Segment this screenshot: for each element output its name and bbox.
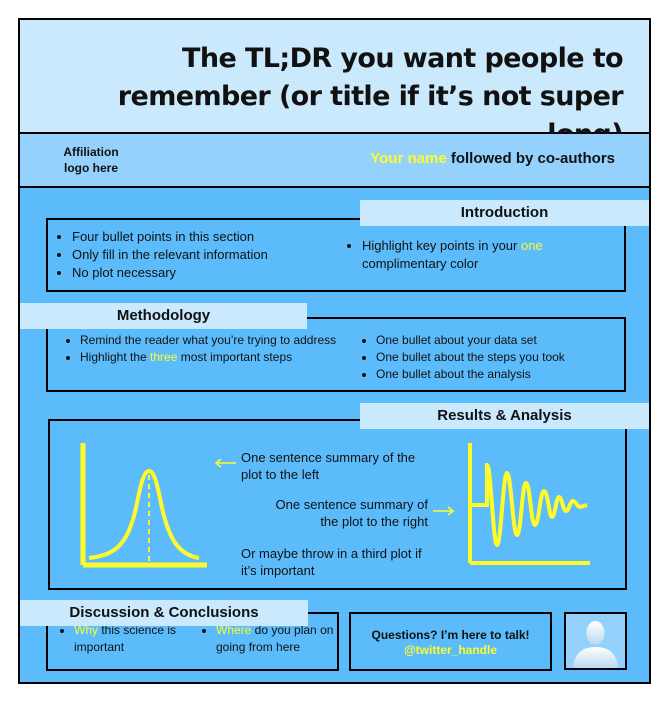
list-item: Highlight the three most important steps <box>80 349 340 366</box>
coauthors-text: followed by co-authors <box>446 150 615 167</box>
right-plot-damped-oscillation <box>468 443 590 565</box>
methodology-bullets-right: One bullet about your data set One bulle… <box>358 332 636 383</box>
left-plot-bell-curve <box>80 443 207 568</box>
introduction-bullets-right: Highlight key points in your one complim… <box>344 237 592 273</box>
avatar <box>564 612 627 670</box>
introduction-heading-text: Introduction <box>460 204 549 221</box>
highlight-where: Where <box>216 623 252 637</box>
bullet-text: Highlight the <box>80 350 151 364</box>
highlight-why: Why <box>74 623 98 637</box>
results-heading: Results & Analysis <box>360 403 649 429</box>
bullet-text: do you plan on going from here <box>216 623 334 654</box>
discussion-bullet-left: Why this science is important <box>56 622 204 656</box>
authors-line: Your name followed by co-authors <box>370 150 615 167</box>
poster: The TL;DR you want people to remember (o… <box>18 18 651 684</box>
affiliation-text: Affiliation logo here <box>63 145 119 175</box>
summary-right-text: One sentence summary of the plot to the … <box>275 497 428 529</box>
arrow-left-icon <box>214 458 236 468</box>
results-heading-text: Results & Analysis <box>437 407 572 424</box>
twitter-handle-link[interactable]: @twitter_handle <box>403 643 498 657</box>
affiliation-logo-placeholder: Affiliation logo here <box>56 144 126 176</box>
introduction-heading: Introduction <box>360 200 649 226</box>
bell-curve-line <box>88 468 200 560</box>
list-item: Four bullet points in this section <box>72 228 362 246</box>
damped-oscillation-line <box>470 462 588 548</box>
bullet-text: most important steps <box>177 350 293 364</box>
highlight-three: three <box>150 350 178 364</box>
arrow-right-icon <box>433 506 455 516</box>
list-item: Only fill in the relevant information <box>72 246 362 264</box>
page-title: The TL;DR you want people to remember (o… <box>117 43 624 150</box>
methodology-heading-text: Methodology <box>116 307 211 324</box>
bullet-text: Highlight key points in your <box>362 238 521 253</box>
list-item: No plot necessary <box>72 264 362 282</box>
contact-box: Questions? I’m here to talk! @twitter_ha… <box>349 612 552 671</box>
introduction-box: Four bullet points in this section Only … <box>46 218 626 292</box>
contact-question: Questions? I’m here to talk! <box>371 628 530 642</box>
bullet-text: this science is important <box>74 623 177 654</box>
third-plot-text: Or maybe throw in a third plot if it’s i… <box>241 546 422 578</box>
person-silhouette-icon <box>573 621 618 668</box>
introduction-bullets-left: Four bullet points in this section Only … <box>54 228 362 282</box>
author-name: Your name <box>370 150 447 167</box>
list-item: One bullet about the steps you took <box>376 349 636 366</box>
methodology-box: Remind the reader what you’re trying to … <box>46 317 626 392</box>
summary-left-text: One sentence summary of the plot to the … <box>241 450 416 482</box>
highlight-one: one <box>520 238 543 253</box>
list-item: Remind the reader what you’re trying to … <box>80 332 340 349</box>
discussion-heading-text: Discussion & Conclusions <box>69 604 259 621</box>
discussion-bullet-right: Where do you plan on going from here <box>198 622 352 656</box>
discussion-heading: Discussion & Conclusions <box>20 600 308 626</box>
list-item: Why this science is important <box>74 622 204 656</box>
discussion-box: Why this science is important Where do y… <box>46 612 339 671</box>
results-box: One sentence summary of the plot to the … <box>48 419 627 590</box>
list-item: One bullet about the analysis <box>376 366 636 383</box>
bullet-text: complimentary color <box>362 256 479 271</box>
author-bar: Affiliation logo here Your name followed… <box>20 134 649 188</box>
methodology-heading: Methodology <box>20 303 307 329</box>
methodology-bullets-left: Remind the reader what you’re trying to … <box>62 332 340 366</box>
list-item: Highlight key points in your one complim… <box>362 237 592 273</box>
list-item: One bullet about your data set <box>376 332 636 349</box>
list-item: Where do you plan on going from here <box>216 622 352 656</box>
title-bar: The TL;DR you want people to remember (o… <box>20 20 649 150</box>
